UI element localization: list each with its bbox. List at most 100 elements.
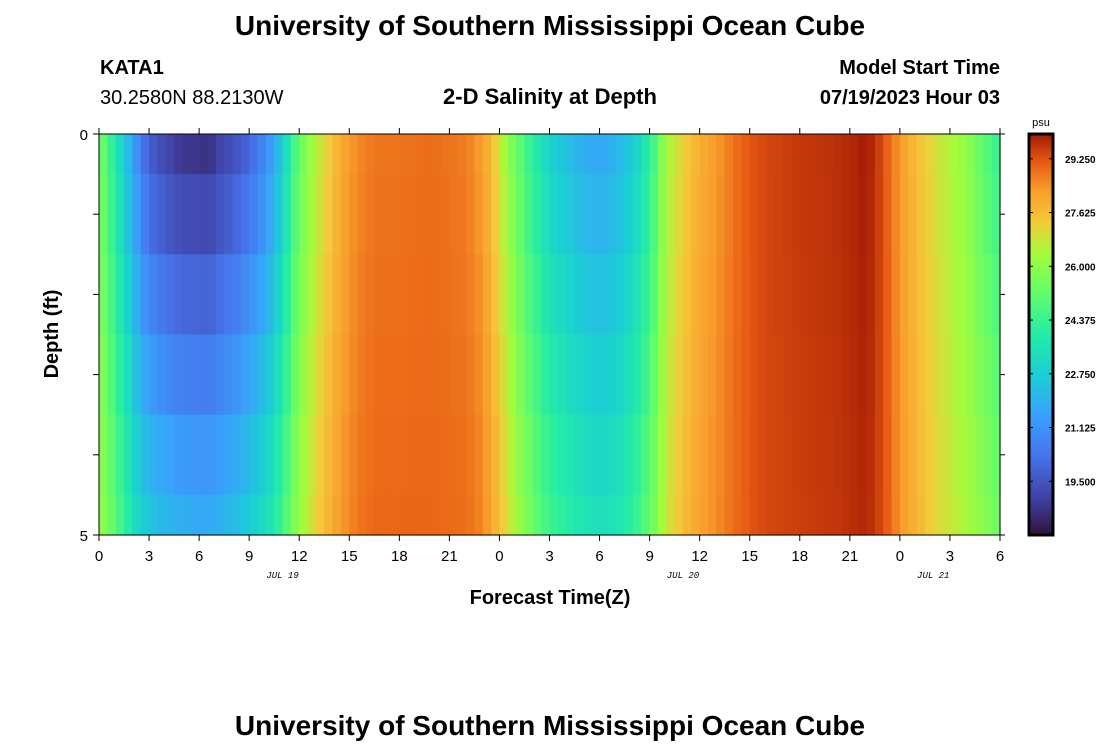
heatmap-cell bbox=[899, 254, 909, 336]
heatmap-cell bbox=[282, 334, 292, 416]
heatmap-cell bbox=[349, 254, 359, 336]
heatmap-cell bbox=[491, 254, 501, 336]
heatmap-cell bbox=[132, 494, 142, 536]
heatmap-cell bbox=[849, 254, 859, 336]
x-tick-label: 12 bbox=[691, 548, 708, 565]
heatmap-cell bbox=[899, 174, 909, 255]
heatmap-cell bbox=[149, 254, 158, 336]
heatmap-cell bbox=[566, 334, 576, 416]
heatmap-cell bbox=[449, 494, 459, 536]
heatmap-cell bbox=[666, 414, 676, 496]
heatmap-cell bbox=[149, 134, 158, 175]
heatmap-cell bbox=[474, 174, 484, 255]
heatmap-cell bbox=[324, 414, 334, 496]
heatmap-cell bbox=[958, 174, 968, 255]
heatmap-cell bbox=[307, 494, 317, 536]
heatmap-cell bbox=[657, 174, 667, 255]
heatmap-cell bbox=[457, 414, 467, 496]
heatmap-cell bbox=[758, 134, 767, 175]
heatmap-cell bbox=[524, 334, 534, 416]
heatmap-cell bbox=[557, 334, 567, 416]
heatmap-cell bbox=[257, 174, 267, 255]
heatmap-cell bbox=[591, 134, 601, 175]
heatmap-cell bbox=[541, 174, 551, 255]
heatmap-cell bbox=[174, 174, 184, 255]
heatmap-cell bbox=[591, 494, 601, 536]
heatmap-cell bbox=[407, 254, 417, 336]
x-axis: 0 3 6 9 12 15 18 21 0 3 6 9 12 15 18 21 0 3 6 JUL 19 JUL 20 J… bbox=[95, 128, 1004, 581]
heatmap-cell bbox=[257, 134, 267, 175]
heatmap-cell bbox=[507, 134, 517, 175]
heatmap-cell bbox=[374, 494, 384, 536]
heatmap-cell bbox=[332, 414, 342, 496]
heatmap-cell bbox=[274, 134, 284, 175]
heatmap-cell bbox=[841, 414, 851, 496]
heatmap-cell bbox=[357, 494, 367, 536]
heatmap-cell bbox=[991, 494, 1001, 536]
heatmap-cell bbox=[649, 494, 659, 536]
heatmap-cell bbox=[791, 254, 801, 336]
heatmap-cell bbox=[215, 494, 225, 536]
heatmap-cell bbox=[290, 334, 300, 416]
heatmap-cell bbox=[532, 134, 542, 175]
heatmap-cell bbox=[641, 254, 651, 336]
heatmap-cell bbox=[966, 174, 976, 255]
heatmap-cell bbox=[783, 134, 793, 175]
heatmap-cell bbox=[891, 494, 901, 536]
heatmap-cell bbox=[340, 254, 350, 336]
heatmap-cell bbox=[632, 334, 642, 416]
heatmap-cell bbox=[549, 414, 559, 496]
heatmap-cell bbox=[816, 414, 826, 496]
heatmap-cell bbox=[941, 334, 951, 416]
heatmap-cell bbox=[224, 494, 234, 536]
heatmap-cell bbox=[783, 334, 793, 416]
heatmap-cell bbox=[315, 334, 325, 416]
heatmap-cell bbox=[340, 494, 350, 536]
heatmap-cell bbox=[524, 174, 534, 255]
heatmap-cell bbox=[874, 414, 884, 496]
heatmap-cell bbox=[766, 254, 776, 336]
heatmap-cell bbox=[232, 134, 242, 175]
heatmap-cell bbox=[983, 174, 993, 255]
heatmap-cell bbox=[883, 174, 893, 255]
colorbar: psu 19.500 21.125 22.750 24.375 26.000 27.625… bbox=[1027, 117, 1096, 537]
heatmap-cell bbox=[441, 134, 450, 175]
heatmap-cell bbox=[749, 254, 759, 336]
heatmap-cell bbox=[699, 134, 709, 175]
heatmap-cell bbox=[816, 494, 826, 536]
heatmap-cell bbox=[916, 174, 926, 255]
heatmap-cell bbox=[274, 334, 284, 416]
heatmap-cell bbox=[466, 414, 476, 496]
x-tick-label: 18 bbox=[791, 548, 808, 565]
heatmap-cell bbox=[474, 494, 484, 536]
heatmap-cell bbox=[482, 134, 492, 175]
heatmap-cell bbox=[232, 254, 242, 336]
heatmap-cell bbox=[466, 254, 476, 336]
heatmap-cell bbox=[874, 134, 884, 175]
heatmap-cell bbox=[274, 174, 284, 255]
heatmap-cell bbox=[265, 414, 275, 496]
heatmap-cell bbox=[783, 494, 793, 536]
heatmap-cell bbox=[833, 334, 843, 416]
heatmap-cell bbox=[399, 494, 409, 536]
heatmap-cell bbox=[157, 174, 167, 255]
heatmap-cell bbox=[666, 134, 676, 175]
heatmap-cell bbox=[549, 254, 559, 336]
heatmap-cell bbox=[107, 334, 117, 416]
heatmap-cell bbox=[641, 334, 651, 416]
colorbar-tick-label: 21.125 bbox=[1065, 424, 1096, 435]
heatmap-cell bbox=[382, 414, 392, 496]
heatmap-cell bbox=[766, 414, 776, 496]
x-tick-label: 9 bbox=[245, 548, 253, 565]
heatmap-cell bbox=[599, 334, 609, 416]
heatmap-cell bbox=[799, 334, 809, 416]
heatmap-cell bbox=[974, 254, 984, 336]
heatmap-cell bbox=[641, 134, 651, 175]
heatmap-cell bbox=[424, 254, 434, 336]
heatmap-cell bbox=[649, 414, 659, 496]
heatmap-cell bbox=[949, 334, 959, 416]
heatmap-cell bbox=[916, 254, 926, 336]
heatmap-cell bbox=[140, 334, 150, 416]
heatmap-cell bbox=[858, 174, 868, 255]
heatmap-cell bbox=[924, 134, 934, 175]
